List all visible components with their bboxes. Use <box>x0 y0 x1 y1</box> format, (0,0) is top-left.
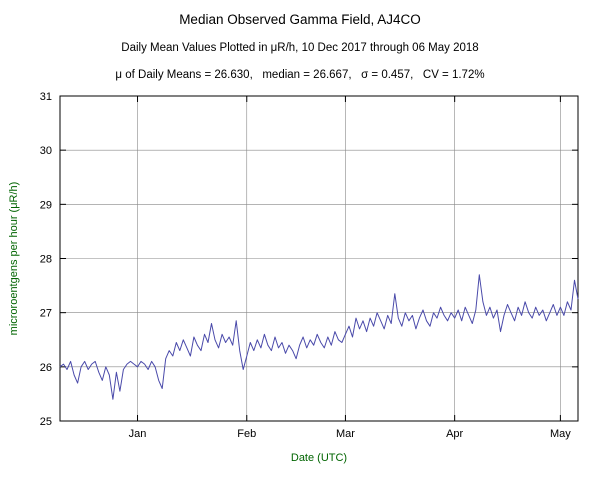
y-tick-label: 29 <box>40 199 52 211</box>
x-tick-label: Feb <box>237 428 256 440</box>
y-tick-label: 31 <box>40 91 52 103</box>
x-tick-label: Mar <box>336 428 355 440</box>
y-tick-label: 28 <box>40 254 52 266</box>
x-tick-label: Apr <box>446 428 463 440</box>
plot-area: 25 26 27 28 29 30 31 Jan Feb Mar Apr May Date (UTC) m… <box>8 91 579 464</box>
y-tick-label: 30 <box>40 145 52 157</box>
x-axis-label: Date (UTC) <box>291 452 347 464</box>
x-tick-label: May <box>550 428 571 440</box>
x-tick-label: Jan <box>129 428 147 440</box>
chart-subtitle: Daily Mean Values Plotted in μR/h, 10 De… <box>121 42 479 54</box>
y-tick-label: 26 <box>40 362 52 374</box>
chart-stats-line: μ of Daily Means = 26.630, median = 26.6… <box>115 69 485 81</box>
chart-title: Median Observed Gamma Field, AJ4CO <box>179 12 421 27</box>
plot-border <box>59 95 579 422</box>
y-tick-label: 27 <box>40 308 52 320</box>
y-tick-label: 25 <box>40 416 52 428</box>
y-axis-label: microroentgens per hour (μR/h) <box>8 182 20 336</box>
data-line <box>59 274 579 400</box>
